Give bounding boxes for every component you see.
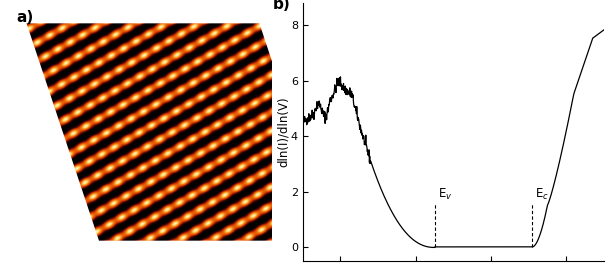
Text: a): a) <box>16 10 34 25</box>
Text: b): b) <box>273 0 290 12</box>
Text: E$_c$: E$_c$ <box>536 186 550 201</box>
Y-axis label: dln(I)/dln(V): dln(I)/dln(V) <box>276 97 289 167</box>
Text: E$_v$: E$_v$ <box>437 186 452 201</box>
